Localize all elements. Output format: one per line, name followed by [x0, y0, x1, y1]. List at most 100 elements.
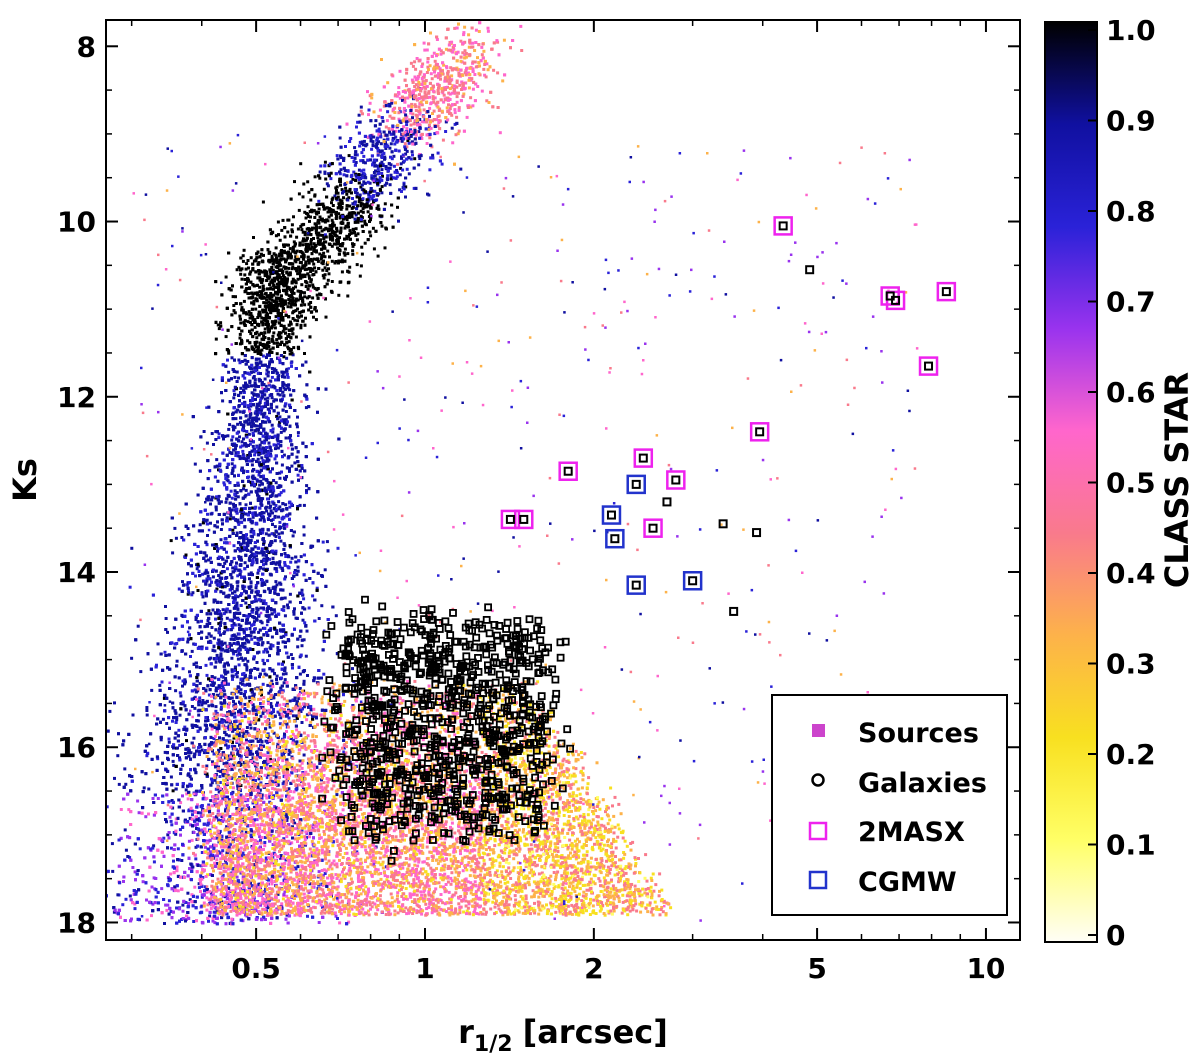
source-point	[234, 451, 238, 455]
source-point	[224, 677, 228, 680]
source-point	[267, 899, 271, 903]
source-point	[175, 659, 179, 663]
source-point	[199, 745, 203, 749]
source-point	[263, 460, 267, 464]
source-point	[230, 508, 234, 512]
source-point	[288, 388, 292, 392]
source-point	[279, 716, 283, 720]
source-point	[260, 316, 264, 320]
source-point	[208, 808, 212, 812]
source-point	[243, 702, 247, 706]
source-point	[110, 842, 114, 846]
source-point	[212, 737, 216, 740]
source-point	[190, 649, 194, 653]
source-point	[167, 740, 171, 744]
source-point	[320, 604, 324, 608]
source-point	[200, 748, 204, 752]
source-point	[317, 617, 321, 620]
source-point	[215, 495, 219, 499]
source-point	[222, 689, 226, 693]
source-point	[272, 479, 276, 482]
source-point	[291, 666, 294, 670]
source-point	[285, 383, 289, 387]
source-point	[209, 556, 212, 560]
source-point	[221, 399, 225, 403]
source-point	[242, 471, 245, 475]
source-point	[210, 432, 214, 435]
source-point	[232, 304, 236, 307]
source-point	[219, 600, 223, 604]
source-point	[201, 699, 205, 702]
source-point	[248, 699, 252, 703]
source-point	[306, 914, 309, 918]
source-point	[238, 457, 242, 461]
source-point	[145, 898, 148, 902]
source-point	[239, 808, 243, 812]
source-point	[178, 637, 181, 641]
source-point	[211, 853, 214, 857]
source-point	[261, 446, 265, 450]
source-point	[131, 866, 135, 869]
source-point	[296, 865, 300, 869]
source-point	[197, 632, 201, 635]
source-point	[189, 655, 192, 658]
source-point	[147, 787, 151, 791]
source-point	[241, 875, 245, 879]
source-point	[236, 495, 240, 499]
source-point	[253, 667, 257, 670]
source-point	[232, 389, 236, 393]
source-point	[277, 500, 281, 504]
source-point	[258, 528, 262, 532]
source-point	[241, 881, 245, 885]
source-point	[277, 532, 281, 536]
source-point	[288, 505, 292, 509]
source-point	[287, 340, 291, 344]
source-point	[303, 621, 307, 625]
source-point	[273, 279, 276, 283]
source-point	[275, 629, 279, 633]
source-point	[282, 453, 286, 457]
source-point	[212, 636, 216, 640]
source-point	[231, 528, 235, 532]
source-point	[283, 596, 287, 600]
source-point	[181, 667, 185, 671]
source-point	[198, 523, 202, 527]
source-point	[267, 906, 270, 910]
source-point	[231, 591, 234, 595]
source-point	[273, 533, 277, 537]
source-point	[171, 789, 175, 793]
source-point	[243, 404, 247, 408]
source-point	[191, 726, 195, 729]
source-point	[267, 383, 271, 387]
source-point	[237, 358, 241, 362]
source-point	[284, 327, 288, 331]
source-point	[265, 796, 269, 800]
source-point	[249, 404, 253, 408]
source-point	[282, 660, 285, 664]
source-point	[274, 614, 278, 618]
source-point	[269, 449, 273, 453]
source-point	[162, 696, 166, 700]
source-point	[116, 754, 120, 758]
source-point	[180, 536, 184, 539]
source-point	[265, 509, 269, 513]
source-point	[230, 670, 234, 674]
source-point	[305, 484, 309, 488]
source-point	[248, 451, 252, 454]
source-point	[241, 658, 245, 662]
source-point	[263, 841, 267, 844]
source-point	[315, 586, 319, 590]
source-point	[193, 706, 197, 710]
source-point	[302, 638, 306, 642]
source-point	[220, 681, 224, 685]
source-point	[250, 391, 254, 395]
source-point	[248, 372, 252, 376]
source-point	[268, 795, 272, 799]
source-point	[169, 846, 173, 850]
source-point	[245, 803, 249, 807]
source-point	[221, 608, 225, 612]
source-point	[305, 491, 308, 495]
source-point	[278, 520, 282, 524]
source-point	[236, 483, 240, 487]
source-point	[273, 805, 277, 808]
